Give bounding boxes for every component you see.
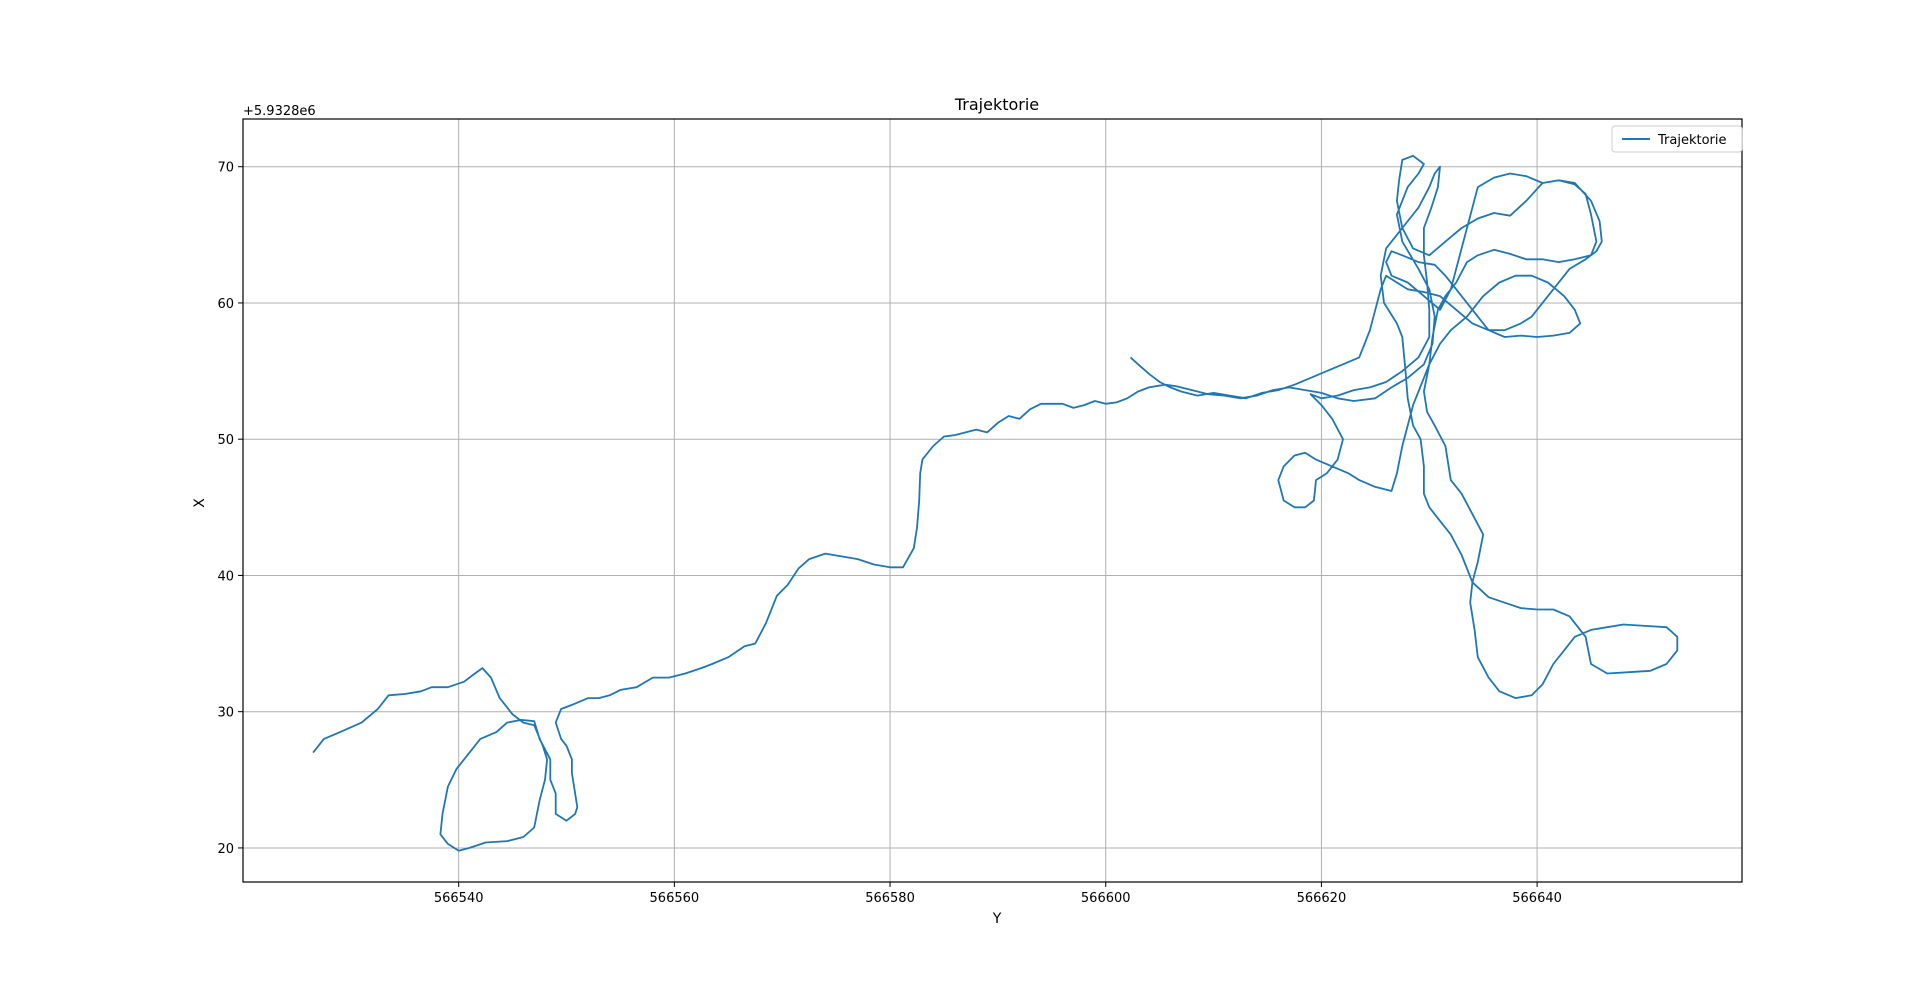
x-tick-label: 566540 [434, 891, 484, 906]
x-tick-label: 566600 [1081, 891, 1131, 906]
y-tick-label: 60 [217, 297, 234, 312]
y-tick-label: 70 [217, 161, 234, 176]
x-tick-label: 566580 [865, 891, 915, 906]
y-tick-label: 40 [217, 569, 234, 584]
legend-box [1611, 125, 1743, 153]
y-tick-label: 30 [217, 706, 234, 721]
y-tick-label: 20 [217, 842, 234, 857]
x-axis-label: Y [992, 911, 1002, 927]
axis-ticks: 566540 566560 566580 566600 566620 566640 20 30… [217, 161, 1561, 906]
y-offset-label: +5.9328e6 [243, 104, 316, 119]
x-tick-label: 566640 [1512, 891, 1562, 906]
y-tick-label: 50 [217, 433, 234, 448]
plot-area [312, 154, 1679, 852]
grid-lines [243, 119, 1742, 882]
series-line-trajektorie [312, 154, 1679, 852]
x-tick-label: 566560 [650, 891, 700, 906]
legend: Trajektorie [1611, 125, 1743, 153]
legend-label-trajektorie: Trajektorie [1657, 133, 1727, 148]
y-axis-label: X [192, 498, 208, 508]
chart-title: Trajektorie [954, 95, 1039, 114]
plot-frame [242, 118, 1743, 883]
x-tick-label: 566620 [1297, 891, 1347, 906]
